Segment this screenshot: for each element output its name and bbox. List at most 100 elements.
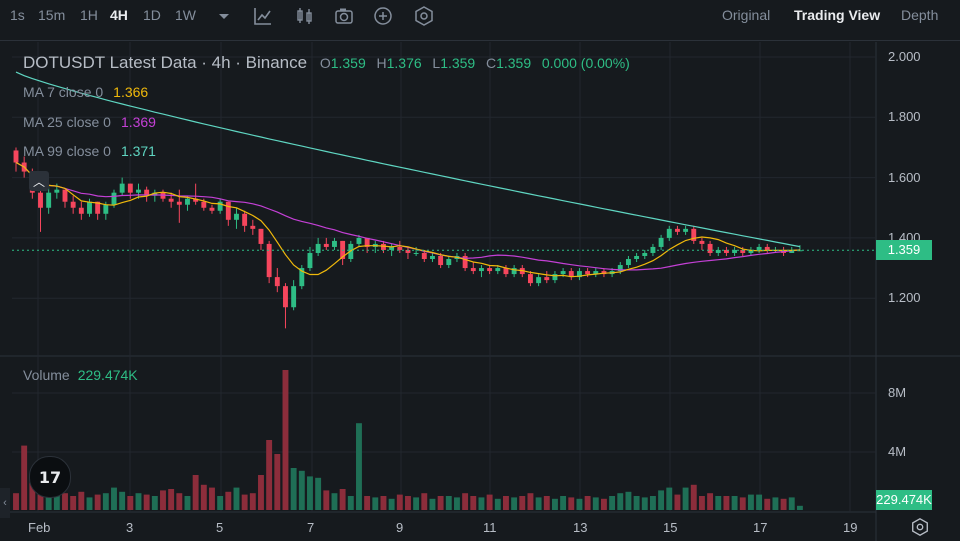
view-trading-view[interactable]: Trading View — [794, 7, 881, 23]
volume-bars — [13, 370, 803, 510]
ma99-label: MA 99 close 0 — [23, 143, 111, 159]
candle — [544, 271, 550, 284]
legend-ma99: MA 99 close 0 1.371 — [23, 143, 156, 159]
price-axis-label: 1.800 — [888, 109, 921, 124]
volume-bar — [674, 494, 681, 510]
volume-bar — [796, 505, 803, 510]
candle — [176, 189, 182, 223]
candle — [70, 195, 76, 214]
time-axis-label: Feb — [28, 520, 51, 535]
add-indicator-icon[interactable] — [372, 5, 394, 27]
legend-open-label: O — [319, 55, 331, 71]
candle — [119, 177, 125, 196]
volume-bar — [698, 496, 705, 510]
interval-4h[interactable]: 4H — [110, 7, 128, 23]
time-axis-label: 19 — [843, 520, 858, 535]
volume-bar — [70, 496, 77, 510]
candle — [593, 268, 599, 278]
interval-15m[interactable]: 15m — [38, 7, 66, 23]
candle — [258, 228, 264, 250]
volume-bar — [315, 477, 322, 510]
volume-bar — [258, 475, 264, 510]
interval-dropdown-icon[interactable] — [213, 5, 235, 27]
interval-1s[interactable]: 1s — [10, 7, 25, 23]
ma25-label: MA 25 close 0 — [23, 114, 111, 130]
candle — [601, 268, 607, 278]
candle — [13, 147, 19, 172]
left-panel-handle[interactable]: ‹ — [0, 488, 10, 518]
volume-bar — [405, 496, 411, 510]
volume-bar — [788, 497, 795, 510]
volume-bar — [437, 496, 444, 510]
volume-bar — [429, 498, 436, 510]
collapse-legend-icon[interactable]: ︿ — [29, 171, 49, 191]
line-chart-icon[interactable] — [252, 5, 274, 27]
volume-bar — [331, 493, 338, 510]
volume-value: 229.474K — [77, 367, 138, 383]
time-axis-label: 3 — [126, 520, 134, 535]
interval-1h[interactable]: 1H — [80, 7, 98, 23]
candle — [536, 274, 542, 287]
volume-bar — [53, 490, 60, 510]
volume-bar — [339, 489, 346, 510]
volume-bar — [176, 493, 183, 510]
legend-high-label: H — [376, 55, 387, 71]
candle — [307, 246, 313, 272]
volume-bar — [135, 493, 142, 510]
interval-1d[interactable]: 1D — [143, 7, 161, 23]
volume-bar — [160, 490, 166, 510]
volume-bar — [168, 489, 175, 510]
chart-settings-icon[interactable] — [910, 517, 930, 537]
candle — [756, 243, 762, 253]
volume-bar — [535, 497, 542, 510]
volume-bar — [413, 497, 420, 510]
volume-bar — [478, 497, 485, 510]
chart-legend-title: DOTUSDT Latest Data · 4h · Binance O 1.35… — [23, 53, 630, 73]
ma7-value: 1.366 — [113, 84, 149, 100]
time-axis-label: 5 — [216, 520, 224, 535]
volume-bar — [715, 496, 722, 510]
candle — [642, 249, 648, 260]
ma99-line — [15, 71, 801, 248]
candle — [405, 246, 411, 260]
volume-bar — [707, 493, 714, 510]
view-depth[interactable]: Depth — [901, 7, 939, 23]
time-axis-label: 7 — [307, 520, 315, 535]
camera-icon[interactable] — [333, 5, 355, 27]
settings-hexagon-icon[interactable] — [413, 5, 435, 27]
volume-bar — [576, 498, 583, 510]
candlestick-icon[interactable] — [294, 5, 316, 27]
volume-bar — [249, 493, 256, 510]
candle — [634, 252, 640, 263]
view-original[interactable]: Original — [722, 7, 771, 23]
volume-bar — [543, 496, 550, 510]
volume-bar — [347, 496, 354, 510]
current-price-tag: 1.359 — [876, 240, 932, 260]
volume-bar — [527, 493, 534, 510]
volume-bar — [454, 497, 460, 510]
volume-bar — [666, 487, 673, 510]
volume-bar — [494, 498, 501, 510]
legend-symbol: DOTUSDT Latest Data · 4h · Binance — [23, 53, 308, 72]
volume-bar — [641, 497, 648, 510]
volume-bar — [658, 490, 665, 510]
volume-axis-label: 8M — [888, 385, 907, 400]
candle — [242, 210, 248, 232]
volume-bar — [372, 497, 379, 510]
candle — [797, 245, 803, 252]
toolbar-divider — [0, 40, 960, 41]
volume-bar — [649, 496, 656, 510]
interval-1w[interactable]: 1W — [175, 7, 196, 23]
tradingview-logo: 17 — [29, 456, 71, 498]
volume-bar — [37, 484, 44, 510]
candle — [127, 183, 133, 199]
candle — [470, 262, 476, 275]
volume-bar — [609, 496, 616, 510]
volume-bar — [364, 496, 371, 510]
candle — [691, 225, 697, 244]
volume-bar — [690, 484, 697, 510]
candle — [527, 271, 533, 287]
legend-ma7: MA 7 close 0 1.366 — [23, 84, 148, 100]
legend-low: 1.359 — [440, 55, 476, 71]
